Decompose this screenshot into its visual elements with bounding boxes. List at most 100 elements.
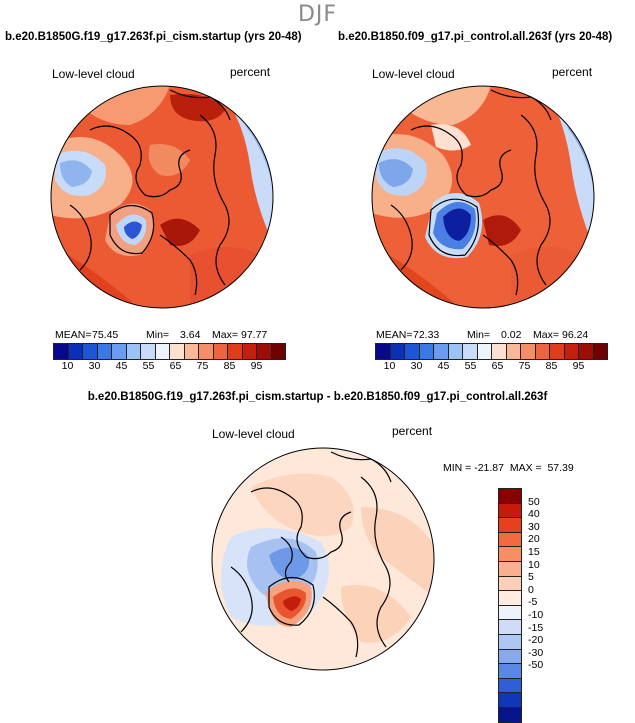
diff-minmax: MIN = -21.87 MAX = 57.39 (443, 462, 574, 474)
colorbar-swatch (111, 343, 127, 360)
colorbar-tick-label: 50 (528, 495, 540, 508)
colorbar-swatch (498, 531, 522, 548)
colorbar-swatch (96, 343, 112, 360)
colorbar-swatch (125, 343, 141, 360)
left-units-label: percent (230, 65, 271, 79)
colorbar-tick-label: 45 (437, 360, 450, 372)
left-mean-label: MEAN= (55, 329, 92, 341)
right-mean-value: 72.33 (413, 329, 440, 341)
left-colorbar-ticks: 10 30 45 55 65 75 85 95 (54, 360, 270, 374)
colorbar-tick-label: 45 (115, 360, 128, 372)
colorbar-swatch (154, 343, 170, 360)
left-max-label: Max= (212, 329, 238, 341)
colorbar-swatch (212, 343, 228, 360)
right-min-label: Min= (467, 329, 491, 341)
colorbar-swatch (53, 343, 69, 360)
left-mean-value: 75.45 (92, 329, 119, 341)
colorbar-tick-label: 30 (410, 360, 423, 372)
colorbar-swatch (498, 706, 522, 723)
colorbar-tick-label: -5 (528, 596, 538, 609)
colorbar-swatch (476, 343, 492, 360)
right-mean-label: MEAN= (376, 329, 413, 341)
colorbar-swatch (498, 692, 522, 708)
colorbar-tick-label: -30 (528, 646, 544, 659)
colorbar-swatch (563, 343, 579, 360)
colorbar-tick-label: -10 (528, 609, 544, 621)
colorbar-tick-label: 10 (528, 558, 540, 571)
left-max-value: 97.77 (241, 329, 268, 341)
colorbar-swatch (270, 343, 286, 360)
colorbar-tick-label: 75 (196, 360, 209, 372)
colorbar-swatch (389, 343, 405, 360)
colorbar-tick-label: -15 (528, 621, 544, 634)
colorbar-swatch (140, 343, 156, 360)
colorbar-swatch (498, 502, 522, 519)
diff-colorbar (498, 488, 522, 723)
colorbar-swatch (498, 560, 522, 577)
left-min-value: 3.64 (180, 329, 201, 341)
diff-units-label: percent (392, 424, 433, 438)
diff-variable-label: Low-level cloud (212, 427, 295, 441)
colorbar-tick-label: 95 (572, 360, 585, 372)
colorbar-tick-label: 15 (528, 546, 540, 558)
colorbar-swatch (498, 604, 522, 621)
colorbar-swatch (447, 343, 463, 360)
colorbar-tick-label: 30 (528, 520, 540, 533)
colorbar-tick-label: 10 (383, 360, 396, 372)
left-min-label: Min= (146, 329, 170, 341)
left-panel-title: b.e20.B1850G.f19_g17.263f.pi_cism.startu… (5, 31, 302, 43)
colorbar-swatch (491, 343, 507, 360)
colorbar-swatch (375, 343, 391, 360)
colorbar-swatch (498, 546, 522, 562)
colorbar-swatch (498, 677, 522, 694)
right-variable-label: Low-level cloud (372, 67, 455, 81)
colorbar-swatch (241, 343, 257, 360)
colorbar-swatch (534, 343, 550, 360)
left-variable-label: Low-level cloud (52, 67, 135, 81)
colorbar-tick-label: 85 (545, 360, 558, 372)
colorbar-swatch (498, 619, 522, 635)
colorbar-tick-label: 55 (142, 360, 155, 372)
colorbar-tick-label: 0 (528, 583, 534, 596)
right-colorbar-ticks: 10 30 45 55 65 75 85 95 (376, 360, 592, 374)
left-polar-map (50, 85, 274, 309)
diff-polar-map (211, 447, 435, 671)
colorbar-tick-label: 55 (464, 360, 477, 372)
colorbar-swatch (498, 648, 522, 665)
colorbar-swatch (505, 343, 521, 360)
colorbar-tick-label: 40 (528, 508, 540, 521)
colorbar-tick-label: 20 (528, 533, 540, 546)
colorbar-tick-label: -20 (528, 634, 544, 647)
right-min-value: 0.02 (501, 329, 522, 341)
colorbar-swatch (498, 590, 522, 606)
colorbar-swatch (549, 343, 565, 360)
right-polar-map (371, 85, 595, 309)
colorbar-swatch (520, 343, 536, 360)
colorbar-tick-label: 30 (88, 360, 101, 372)
colorbar-tick-label: 75 (518, 360, 531, 372)
colorbar-swatch (592, 343, 608, 360)
colorbar-tick-label: 5 (528, 571, 534, 584)
right-units-label: percent (552, 65, 593, 79)
colorbar-swatch (67, 343, 83, 360)
right-max-value: 96.24 (562, 329, 589, 341)
colorbar-swatch (498, 663, 522, 679)
colorbar-tick-label: 10 (61, 360, 74, 372)
colorbar-swatch (227, 343, 243, 360)
colorbar-swatch (256, 343, 272, 360)
right-panel-title: b.e20.B1850.f09_g17.pi_control.all.263f … (338, 31, 613, 43)
colorbar-swatch (498, 517, 522, 533)
diff-panel-title: b.e20.B1850G.f19_g17.263f.pi_cism.startu… (87, 391, 548, 403)
season-title: DJF (297, 2, 338, 27)
colorbar-swatch (462, 343, 478, 360)
colorbar-tick-label: 65 (169, 360, 182, 372)
colorbar-swatch (183, 343, 199, 360)
colorbar-tick-label: 65 (491, 360, 504, 372)
colorbar-swatch (418, 343, 434, 360)
colorbar-swatch (169, 343, 185, 360)
colorbar-swatch (498, 633, 522, 650)
colorbar-swatch (498, 488, 522, 504)
colorbar-swatch (82, 343, 98, 360)
colorbar-swatch (578, 343, 594, 360)
colorbar-tick-label: 95 (250, 360, 263, 372)
